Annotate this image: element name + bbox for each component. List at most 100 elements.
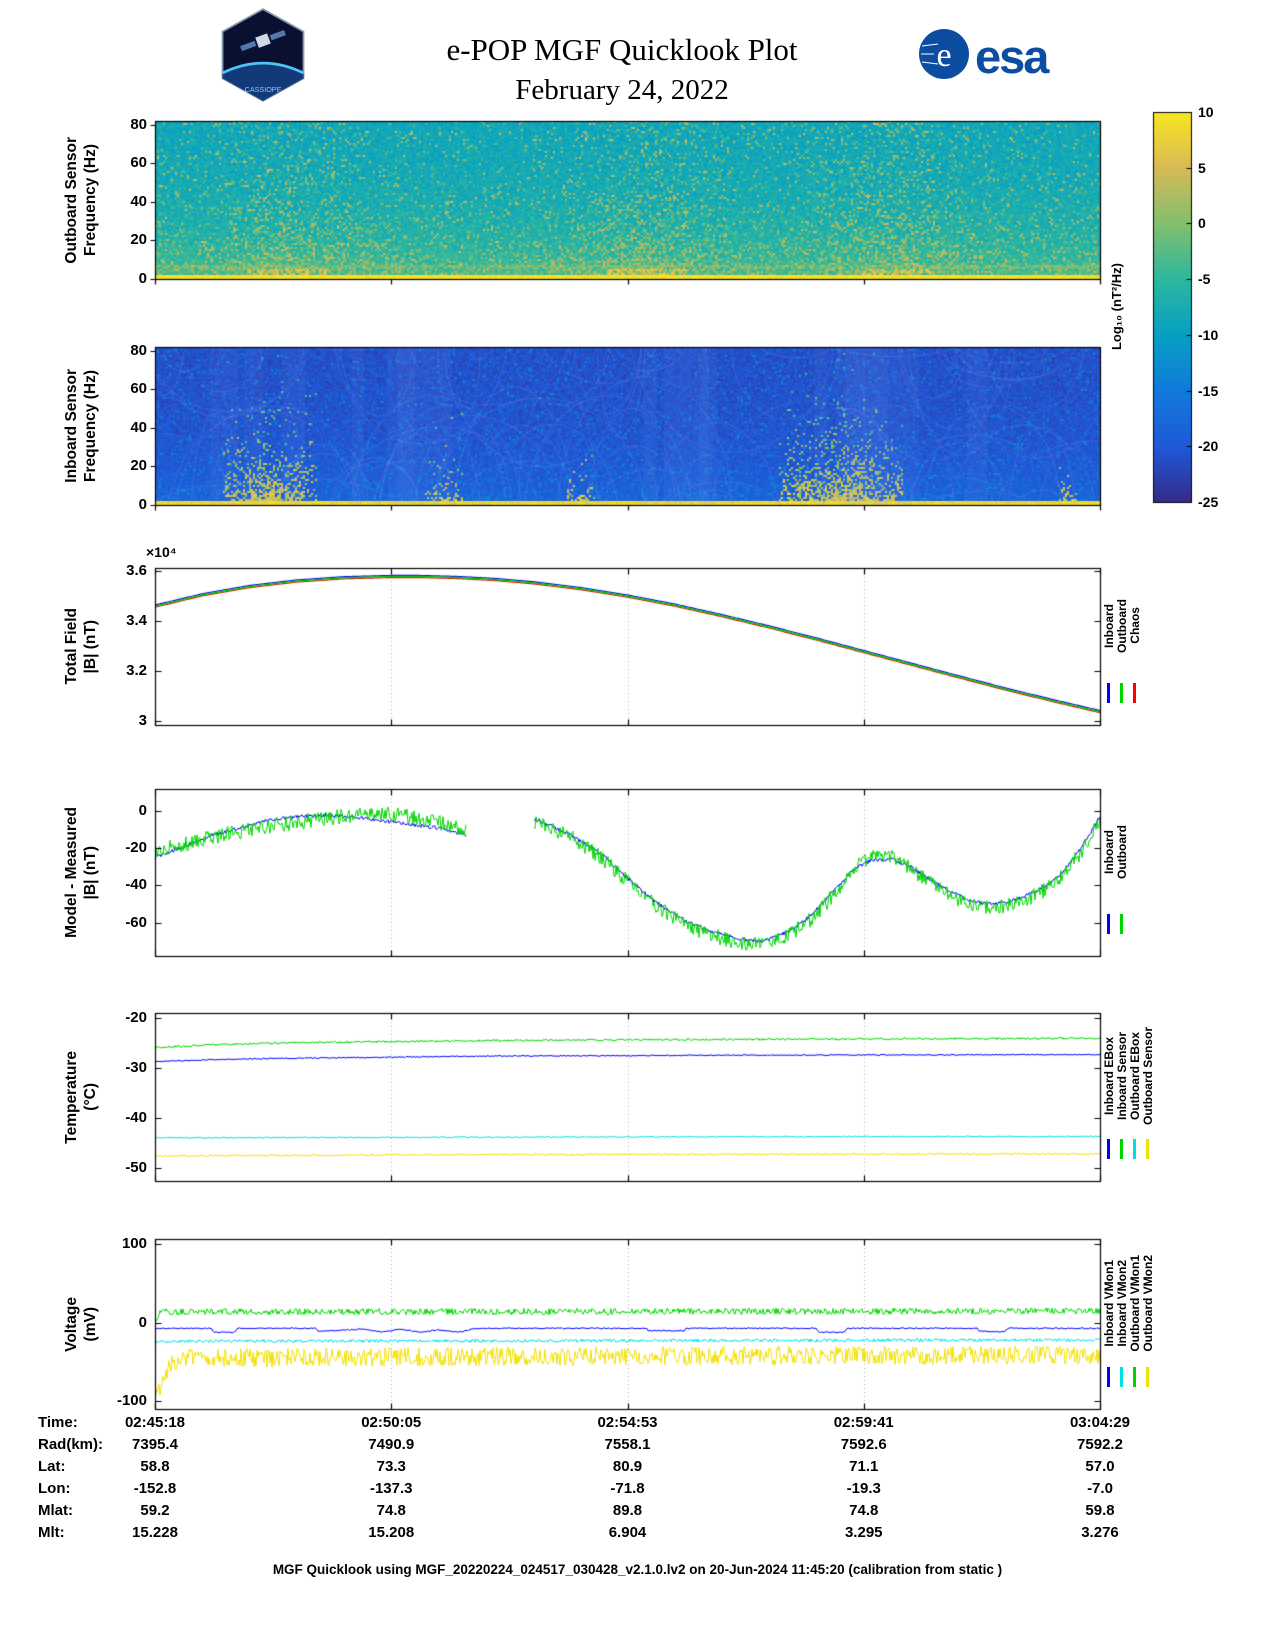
table-cell: 58.8: [140, 1458, 170, 1475]
legend-label: Outboard VMon1: [1127, 1254, 1142, 1352]
svg-text:e: e: [936, 37, 951, 74]
legend-mark: [1120, 683, 1123, 703]
mission-name-text: CASSIOPE: [245, 85, 282, 94]
table-cell: 59.8: [1085, 1502, 1115, 1519]
table-cell: 57.0: [1085, 1458, 1115, 1475]
y-tick-label: -100: [116, 1392, 147, 1410]
temperature-legend: Inboard EBox Inboard Sensor Outboard EBox O…: [1101, 1013, 1155, 1181]
page-title: e-POP MGF Quicklook Plot: [446, 32, 798, 67]
model-measured-plot: [155, 789, 1100, 956]
colorbar: [1153, 112, 1191, 502]
y-tick-label: 40: [130, 192, 147, 210]
y-tick-label: -40: [125, 1109, 147, 1127]
table-cell: 02:45:18: [124, 1414, 186, 1431]
table-cell: 02:50:05: [361, 1414, 422, 1431]
table-cell: 6.904: [608, 1524, 647, 1541]
y-tick-label: 40: [130, 418, 147, 436]
legend-label: Outboard Sensor: [1140, 1026, 1155, 1125]
table-cell: 80.9: [612, 1458, 643, 1475]
legend-label: Outboard EBox: [1127, 1031, 1142, 1120]
table-cell: 59.2: [140, 1502, 170, 1519]
y-tick-label: 60: [130, 154, 147, 172]
legend-entry: Outboard EBox: [1127, 1013, 1142, 1181]
legend-entry: Outboard VMon2: [1140, 1239, 1155, 1409]
colorbar-tick-label: -25: [1198, 494, 1219, 510]
colorbar-tick-label: -5: [1198, 271, 1211, 288]
table-cell: 7592.6: [840, 1436, 887, 1453]
y-tick-label: -30: [125, 1059, 147, 1077]
voltage-legend: Inboard VMon1 Inboard VMon2 Outboard VMon1…: [1101, 1239, 1155, 1409]
legend-entry: Inboard: [1101, 568, 1116, 725]
table-cell: 3.295: [844, 1524, 883, 1541]
colorbar-label-text: Log₁₀ (nT²/Hz): [1109, 263, 1124, 351]
colorbar-label: Log₁₀ (nT²/Hz): [1109, 112, 1129, 502]
inboard-spectrogram-plot: [155, 347, 1100, 505]
legend-mark: [1133, 1139, 1136, 1159]
legend-mark: [1107, 683, 1110, 703]
table-cell: 74.8: [849, 1502, 879, 1519]
table-row-label: Time:: [38, 1414, 78, 1431]
footer-caption: MGF Quicklook using MGF_20220224_024517_…: [272, 1562, 1003, 1577]
temperature-ylabel: Temperature (°C): [52, 1013, 110, 1181]
legend-mark: [1133, 683, 1136, 703]
table-row-label: Mlat:: [38, 1502, 73, 1519]
total-field-plot: [155, 568, 1100, 725]
y-tick-label: -20: [125, 839, 147, 857]
y-tick-label: 0: [138, 1313, 147, 1331]
esa-emblem-icon: e: [918, 28, 970, 85]
table-cell: 71.1: [849, 1458, 879, 1475]
esa-wordmark: esa: [975, 30, 1049, 83]
legend-label: Inboard: [1101, 603, 1116, 648]
legend-entry: Inboard VMon1: [1101, 1239, 1116, 1409]
legend-label: Chaos: [1127, 607, 1142, 644]
legend-label: Inboard VMon1: [1101, 1259, 1116, 1347]
y-tick-label: -60: [125, 913, 147, 931]
legend-entry: Inboard EBox: [1101, 1013, 1116, 1181]
earth-graphic: [222, 63, 304, 101]
table-cell: 7490.9: [368, 1436, 415, 1453]
legend-entry: Chaos: [1127, 568, 1142, 725]
legend-mark: [1107, 914, 1110, 934]
y-tick-label: 3.6: [126, 561, 147, 579]
legend-entry: Outboard Sensor: [1140, 1013, 1155, 1181]
y-tick-label: 3.2: [126, 661, 147, 679]
ylabel-line: Inboard Sensor: [62, 369, 80, 483]
legend-entry: Outboard: [1115, 568, 1129, 725]
y-tick-label: 20: [130, 231, 147, 249]
y-tick-label: -40: [125, 876, 147, 894]
colorbar-tick-label: -15: [1198, 382, 1219, 399]
legend-mark: [1146, 1367, 1149, 1387]
colorbar-tick-label: 5: [1198, 159, 1206, 176]
legend-label: Inboard VMon2: [1114, 1259, 1129, 1347]
legend-entry: Outboard: [1114, 789, 1129, 956]
total-field-legend: Inboard Outboard Chaos: [1101, 568, 1142, 725]
legend-label: Inboard: [1101, 829, 1116, 874]
legend-mark: [1107, 1367, 1110, 1387]
table-cell: 02:54:53: [597, 1414, 658, 1431]
y-tick-label: 80: [130, 341, 147, 359]
outboard-spectrogram-plot: [155, 121, 1100, 279]
table-row-label: Rad(km):: [38, 1436, 104, 1453]
y-tick-label: 0: [138, 496, 147, 513]
table-row-label: Mlt:: [38, 1524, 65, 1541]
model-measured-legend: Inboard Outboard: [1101, 789, 1129, 956]
legend-label: Inboard EBox: [1101, 1036, 1116, 1115]
legend-mark: [1120, 914, 1123, 934]
colorbar-tick-label: 0: [1198, 215, 1206, 232]
legend-mark: [1107, 1139, 1110, 1159]
y-tick-label: 3: [138, 712, 147, 730]
ylabel-line: Outboard Sensor: [62, 136, 80, 264]
ylabel-line: (°C): [81, 1083, 99, 1111]
table-row-label: Lat:: [38, 1458, 66, 1475]
temperature-plot: [155, 1013, 1100, 1181]
table-cell: 89.8: [612, 1502, 643, 1519]
table-cell: 7395.4: [132, 1436, 178, 1453]
y-tick-label: 100: [121, 1235, 147, 1253]
y-tick-label: 60: [130, 380, 147, 398]
legend-label: Outboard VMon2: [1140, 1254, 1155, 1352]
legend-entry: Inboard VMon2: [1114, 1239, 1129, 1409]
legend-label: Outboard: [1114, 824, 1129, 879]
legend-entry: Inboard: [1101, 789, 1116, 956]
table-cell: -137.3: [369, 1480, 413, 1497]
